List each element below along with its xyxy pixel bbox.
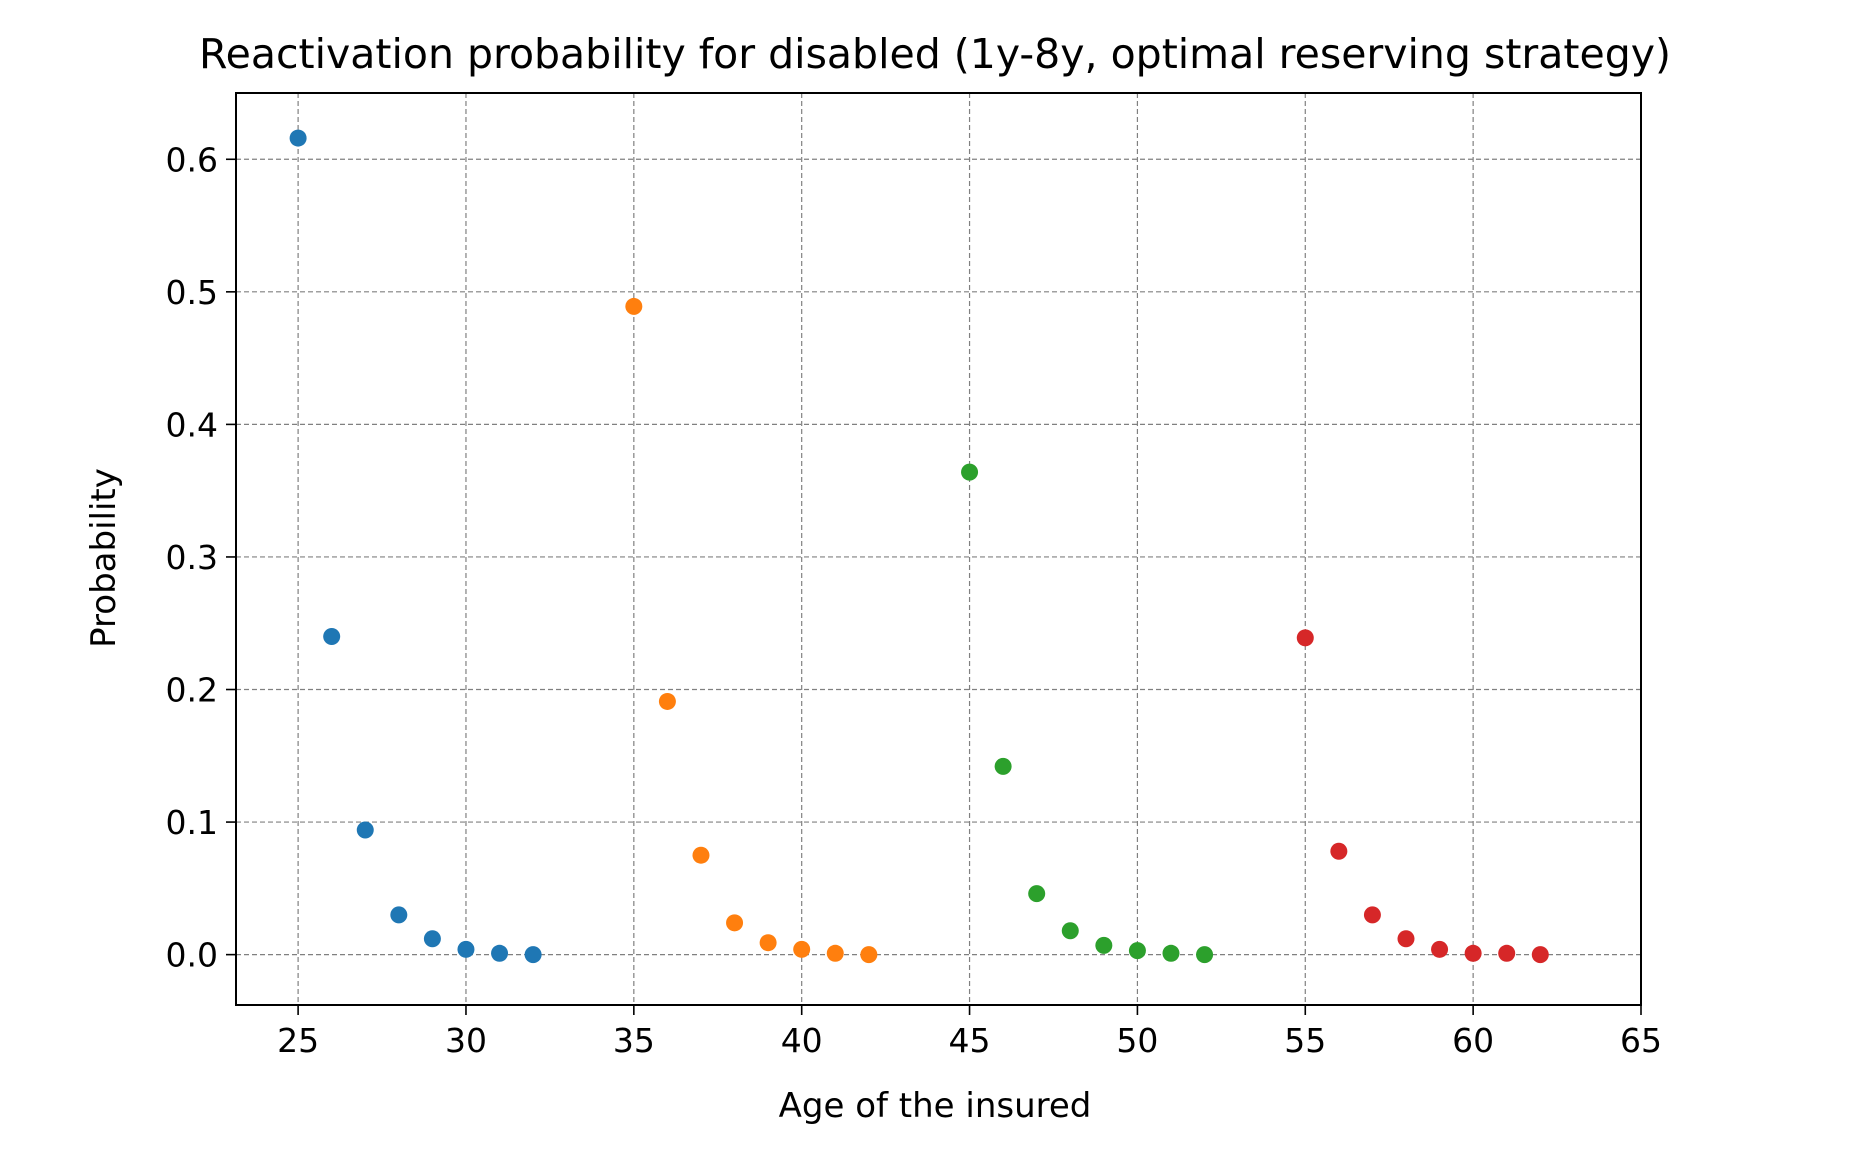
data-point-series-3	[1061, 922, 1079, 940]
y-axis-ticks: 0.0 0.1 0.2 0.3 0.4 0.5 0.6	[166, 140, 236, 975]
data-point-series-2	[625, 297, 643, 315]
data-point-series-2	[658, 692, 676, 710]
data-point-series-3	[1196, 946, 1214, 964]
data-point-series-3	[994, 757, 1012, 775]
y-tick-label: 0.4	[166, 405, 218, 444]
chart-title: Reactivation probability for disabled (1…	[199, 30, 1671, 78]
data-point-series-2	[826, 944, 844, 962]
data-point-series-1	[457, 940, 475, 958]
data-point-series-3	[1162, 944, 1180, 962]
data-point-series-4	[1363, 906, 1381, 924]
x-tick-label: 50	[1116, 1021, 1158, 1060]
x-axis-label: Age of the insured	[779, 1086, 1092, 1126]
data-point-series-3	[1028, 885, 1046, 903]
y-tick-label: 0.0	[166, 936, 218, 975]
data-point-series-1	[390, 906, 408, 924]
data-point-series-2	[759, 934, 777, 952]
data-point-series-2	[726, 914, 744, 932]
y-tick-label: 0.5	[166, 273, 218, 312]
data-point-series-1	[323, 627, 341, 645]
data-point-series-1	[491, 944, 509, 962]
y-tick-label: 0.3	[166, 538, 218, 577]
data-point-series-4	[1431, 940, 1449, 958]
y-tick-label: 0.6	[166, 140, 218, 179]
data-point-series-2	[793, 940, 811, 958]
data-point-series-4	[1296, 629, 1314, 647]
data-point-series-1	[289, 129, 307, 147]
x-tick-label: 60	[1452, 1021, 1494, 1060]
x-tick-label: 40	[781, 1021, 823, 1060]
data-point-series-2	[860, 946, 878, 964]
data-point-series-4	[1498, 944, 1516, 962]
x-axis-ticks: 25 30 35 40 45 50 55 60 65	[277, 1005, 1662, 1060]
data-point-series-1	[524, 946, 542, 964]
data-point-series-1	[356, 821, 374, 839]
y-tick-label: 0.2	[166, 671, 218, 710]
x-tick-label: 55	[1284, 1021, 1326, 1060]
y-axis-label: Probability	[84, 468, 124, 648]
data-point-series-1	[423, 930, 441, 948]
data-point-series-4	[1330, 842, 1348, 860]
x-tick-label: 30	[445, 1021, 487, 1060]
data-point-series-4	[1397, 930, 1415, 948]
data-point-series-4	[1531, 946, 1549, 964]
data-point-series-3	[961, 463, 979, 481]
data-point-series-4	[1464, 944, 1482, 962]
plot-frame	[235, 92, 1642, 1006]
data-point-series-2	[692, 846, 710, 864]
x-tick-label: 65	[1620, 1021, 1662, 1060]
x-tick-label: 25	[277, 1021, 319, 1060]
data-point-series-3	[1095, 936, 1113, 954]
grid-lines	[236, 93, 1641, 1005]
data-point-series-3	[1128, 942, 1146, 960]
x-tick-label: 45	[949, 1021, 991, 1060]
x-tick-label: 35	[613, 1021, 655, 1060]
data-points	[289, 129, 1549, 964]
y-tick-label: 0.1	[166, 803, 218, 842]
